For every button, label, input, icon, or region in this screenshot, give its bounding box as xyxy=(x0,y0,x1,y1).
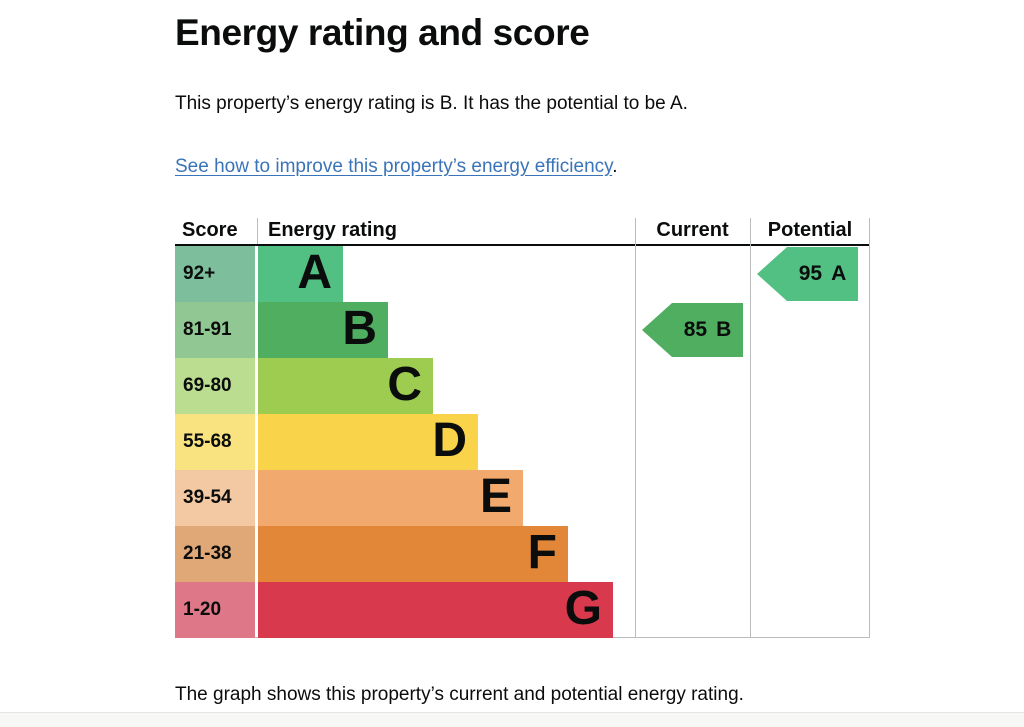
current-rating-arrow-band-letter: B xyxy=(716,318,732,341)
band-bar-c: C xyxy=(258,358,433,414)
band-score-range-f: 21-38 xyxy=(175,526,255,582)
potential-rating-arrow: 95 A xyxy=(757,247,858,301)
band-bar-g: G xyxy=(258,582,613,638)
header-divider xyxy=(175,244,870,246)
current-rating-arrow-label: 85 B xyxy=(672,303,743,357)
band-bar-a: A xyxy=(258,246,343,302)
band-row-f: 21-38 F xyxy=(175,526,870,582)
header-current: Current xyxy=(656,219,729,241)
header-score: Score xyxy=(182,219,238,241)
band-bar-b: B xyxy=(258,302,388,358)
header-potential: Potential xyxy=(767,219,853,241)
band-score-range-c: 69-80 xyxy=(175,358,255,414)
band-row-d: 55-68 D xyxy=(175,414,870,470)
band-score-range-a: 92+ xyxy=(175,246,255,302)
potential-rating-arrow-band-letter: A xyxy=(831,262,847,285)
link-suffix: . xyxy=(612,156,618,177)
header-energy-rating: Energy rating xyxy=(268,219,397,241)
band-row-g: 1-20 G xyxy=(175,582,870,638)
potential-rating-arrow-shape xyxy=(757,247,858,301)
improve-efficiency-link[interactable]: See how to improve this property’s energ… xyxy=(175,156,613,177)
rating-summary: This property’s energy rating is B. It h… xyxy=(175,93,688,114)
band-row-b: 81-91 B xyxy=(175,302,870,358)
band-score-range-b: 81-91 xyxy=(175,302,255,358)
current-rating-arrow-shape xyxy=(642,303,743,357)
chart-header: Score Energy rating Current Potential xyxy=(175,218,870,244)
band-row-e: 39-54 E xyxy=(175,470,870,526)
epc-chart: Score Energy rating Current Potential 92… xyxy=(175,218,870,638)
next-section-strip xyxy=(0,712,1024,727)
current-rating-arrow-score: 85 xyxy=(683,318,708,341)
band-row-a: 92+ A xyxy=(175,246,870,302)
band-score-range-e: 39-54 xyxy=(175,470,255,526)
chart-right-border xyxy=(869,218,870,637)
page-title: Energy rating and score xyxy=(175,12,590,53)
column-divider-current xyxy=(635,218,636,637)
graph-caption: The graph shows this property’s current … xyxy=(175,684,744,705)
potential-rating-arrow-label: 95 A xyxy=(787,247,858,301)
potential-rating-arrow-score: 95 xyxy=(798,262,823,285)
band-bar-f: F xyxy=(258,526,568,582)
band-bar-e: E xyxy=(258,470,523,526)
column-divider-score xyxy=(257,218,258,244)
bands: 92+ A 81-91 B 69-80 C 55-68 D 39-54 E 21-38 F 1-20 G xyxy=(175,246,870,638)
column-divider-potential xyxy=(750,218,751,637)
band-score-range-g: 1-20 xyxy=(175,582,255,638)
band-row-c: 69-80 C xyxy=(175,358,870,414)
improve-paragraph: See how to improve this property’s energ… xyxy=(175,156,618,178)
band-score-range-d: 55-68 xyxy=(175,414,255,470)
band-bar-d: D xyxy=(258,414,478,470)
current-rating-arrow: 85 B xyxy=(642,303,743,357)
